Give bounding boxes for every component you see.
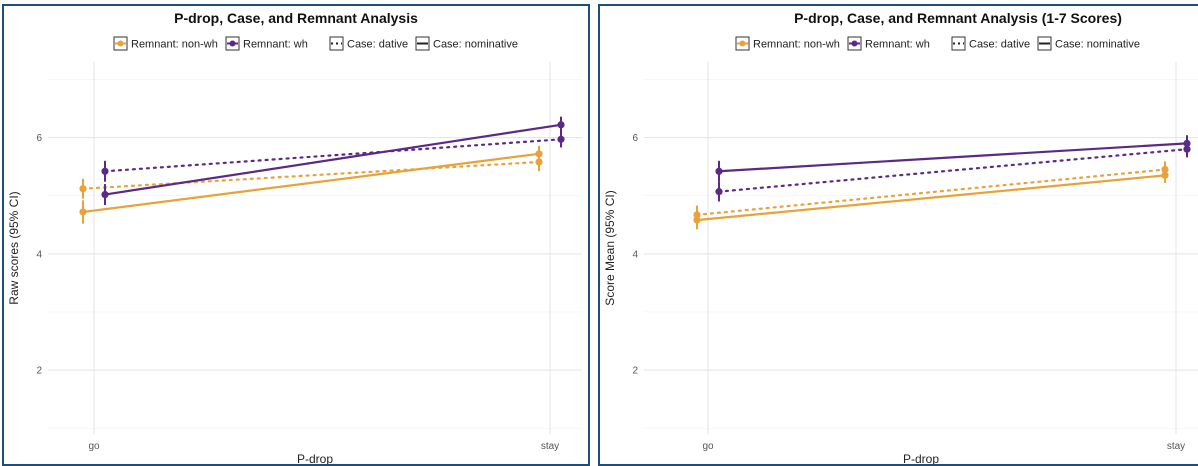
legend-key-point <box>851 40 858 47</box>
data-point <box>715 167 723 175</box>
legend-label-case: Case: dative <box>347 39 408 51</box>
data-point <box>557 135 565 143</box>
y-tick-label: 6 <box>36 133 42 144</box>
legend-label-case: Case: nominative <box>1055 39 1140 51</box>
legend-key-point <box>739 40 746 47</box>
data-point <box>79 208 87 216</box>
legend-key-point <box>229 40 236 47</box>
chart-raw-scores: P-drop, Case, and Remnant Analysis Remnan… <box>7 10 582 464</box>
chart-title: P-drop, Case, and Remnant Analysis (1-7 … <box>794 10 1122 26</box>
chart-panel-score-mean: P-drop, Case, and Remnant Analysis (1-7 … <box>598 4 1198 466</box>
legend-label-remnant: Remnant: non-wh <box>131 39 218 51</box>
y-tick-label: 2 <box>632 366 638 377</box>
legend-key-point <box>117 40 124 47</box>
series-line-wh-nominative <box>718 142 1188 173</box>
x-tick-label: go <box>88 441 100 452</box>
series-line-non-wh-dative <box>81 160 541 190</box>
data-point <box>1161 165 1169 174</box>
x-tick-label: stay <box>1167 441 1185 452</box>
legend-label-case: Case: dative <box>969 39 1030 51</box>
x-tick-label: stay <box>541 441 559 452</box>
data-point <box>535 158 543 166</box>
data-point <box>693 211 701 219</box>
y-tick-label: 4 <box>36 249 42 260</box>
legend-label-case: Case: nominative <box>433 39 518 51</box>
data-point <box>101 190 109 199</box>
chart-title: P-drop, Case, and Remnant Analysis <box>174 10 418 26</box>
series-line-non-wh-nominative <box>82 152 540 214</box>
legend-label-remnant: Remnant: wh <box>243 39 308 51</box>
y-axis-label: Score Mean (95% CI) <box>603 190 617 305</box>
data-point <box>557 121 565 129</box>
legend-label-remnant: Remnant: non-wh <box>753 39 840 51</box>
data-point <box>1183 145 1191 153</box>
y-tick-label: 6 <box>632 133 638 144</box>
x-axis-label: P-drop <box>297 452 333 464</box>
series-line-wh-dative <box>103 138 563 173</box>
chart-panel-raw-scores: P-drop, Case, and Remnant Analysis Remnan… <box>2 4 590 466</box>
series-line-non-wh-nominative <box>696 174 1166 222</box>
series-line-non-wh-dative <box>695 168 1167 216</box>
series-line-wh-dative <box>717 148 1189 193</box>
y-tick-label: 4 <box>632 249 638 260</box>
chart-score-mean: P-drop, Case, and Remnant Analysis (1-7 … <box>603 10 1198 464</box>
x-tick-label: go <box>702 441 714 452</box>
data-point <box>715 188 723 196</box>
data-point <box>101 167 109 175</box>
y-tick-label: 2 <box>36 366 42 377</box>
data-point <box>79 185 87 193</box>
y-axis-label: Raw scores (95% CI) <box>7 191 21 304</box>
series-line-wh-nominative <box>104 123 562 196</box>
x-axis-label: P-drop <box>903 452 939 464</box>
legend-label-remnant: Remnant: wh <box>865 39 930 51</box>
